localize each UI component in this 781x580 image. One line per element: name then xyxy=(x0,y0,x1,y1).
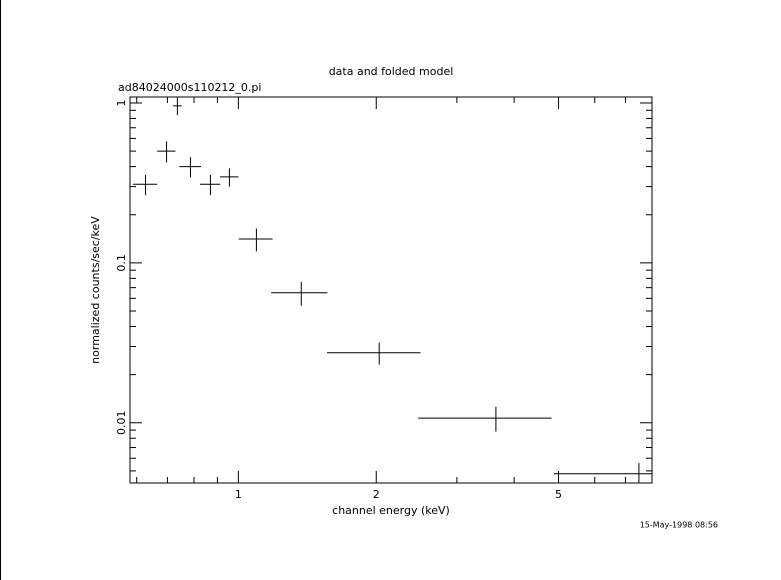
chart-subtitle: ad84024000s110212_0.pi xyxy=(118,81,261,94)
x-axis-label: channel energy (keV) xyxy=(332,504,450,517)
x-tick-label: 2 xyxy=(373,488,380,501)
x-tick-label: 1 xyxy=(235,488,242,501)
y-tick-label: 1 xyxy=(115,99,128,106)
y-axis-label: normalized counts/sec/keV xyxy=(89,216,102,364)
chart-title: data and folded model xyxy=(329,65,454,78)
x-tick-label: 5 xyxy=(555,488,562,501)
timestamp: 15-May-1998 08:56 xyxy=(640,521,718,530)
y-tick-label: 0.01 xyxy=(115,411,128,436)
plot-frame xyxy=(129,96,653,484)
y-tick-label: 0.1 xyxy=(115,254,128,272)
